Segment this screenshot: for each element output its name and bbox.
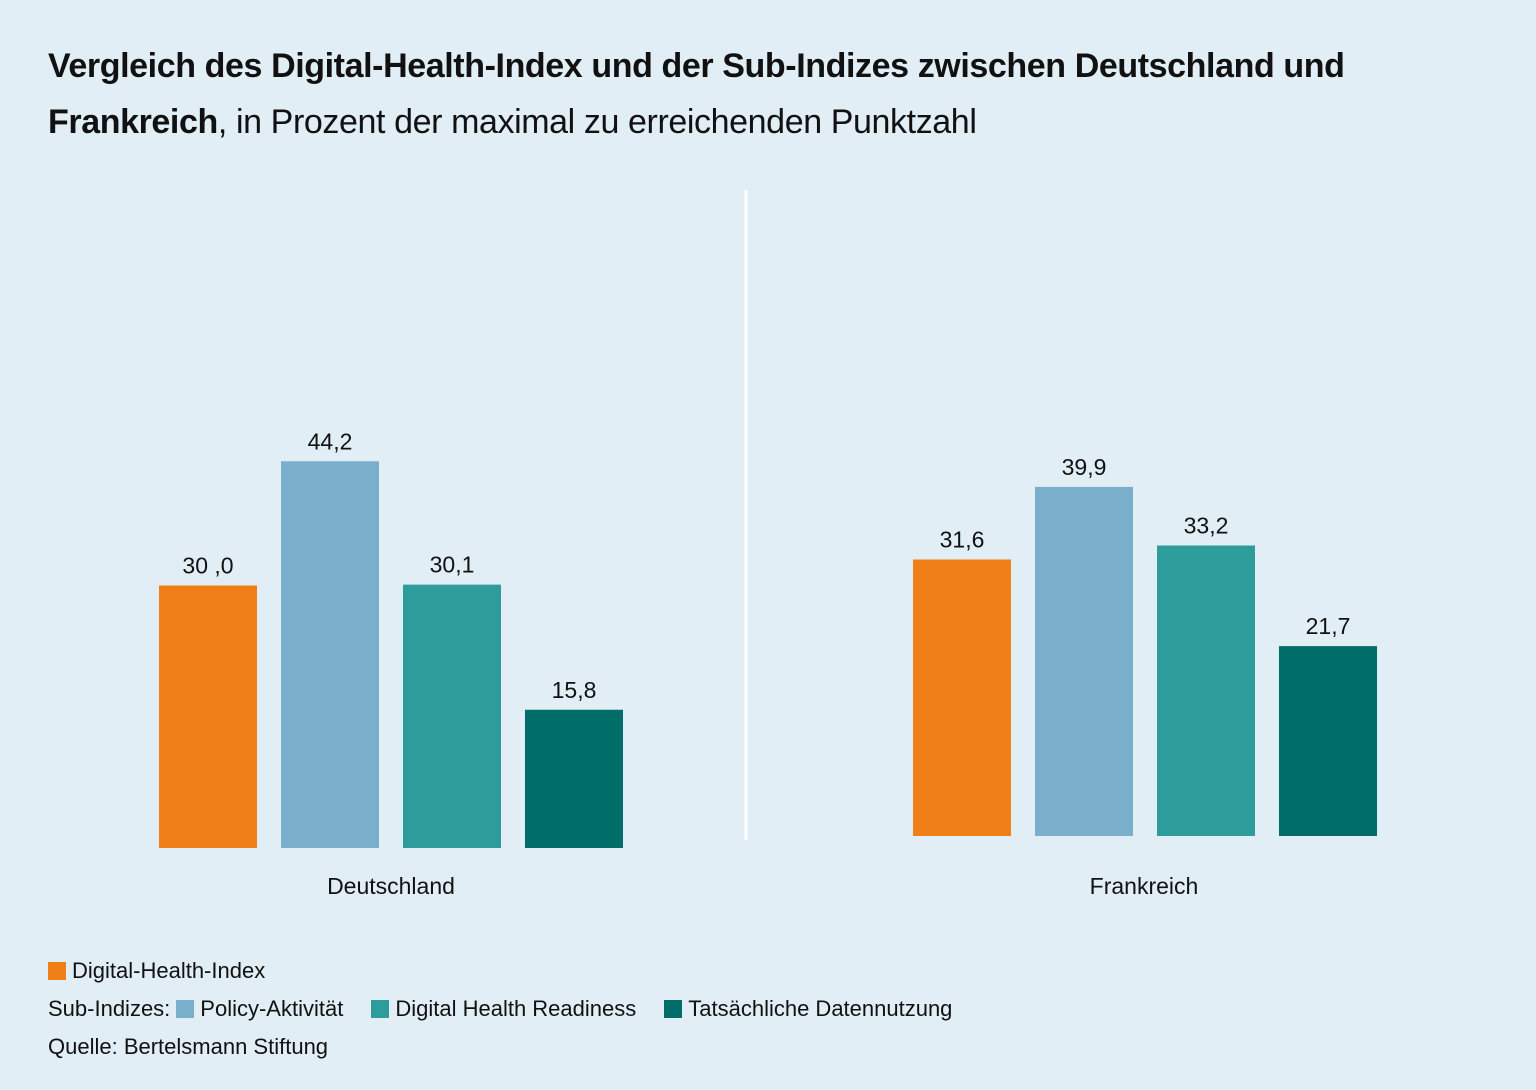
chart-title-bold: Vergleich des Digital-Health-Index und d… (48, 47, 1345, 141)
category-label-frankreich: Frankreich (1090, 873, 1199, 899)
data-label-frankreich-digital-health-index: 31,6 (940, 527, 985, 553)
bar-deutschland-tatsachliche-datennutzung (525, 709, 623, 848)
bar-group-deutschland: 30 ,0 44,2 30,1 15,8 Deutschland (159, 428, 623, 899)
legend-row-main: Digital-Health-Index (48, 952, 980, 990)
bar-chart: 30 ,0 44,2 30,1 15,8 Deutschland 31,6 39,9 33,2… (159, 190, 1377, 899)
legend-item-policy-aktivitaet: Policy-Aktivität (176, 990, 343, 1028)
legend: Digital-Health-Index Sub-Indizes: Policy… (48, 952, 980, 1066)
legend-swatch-tatsaechliche-datennutzung (664, 1000, 683, 1018)
bar-frankreich-tatsachliche-datennutzung (1279, 646, 1377, 836)
bar-frankreich-policy-aktivitat (1035, 486, 1133, 836)
data-label-frankreich-digital-health-readiness: 33,2 (1184, 513, 1229, 539)
legend-item-digital-health-readiness: Digital Health Readiness (371, 990, 636, 1028)
bar-deutschland-digital-health-readiness (403, 584, 501, 848)
bar-deutschland-policy-aktivitat (281, 461, 379, 848)
legend-label: Tatsächliche Datennutzung (688, 996, 953, 1021)
bar-group-frankreich: 31,6 39,9 33,2 21,7 Frankreich (913, 454, 1377, 899)
legend-label: Policy-Aktivität (200, 996, 344, 1021)
source-note: Quelle: Bertelsmann Stiftung (48, 1034, 329, 1059)
data-label-deutschland-policy-aktivitat: 44,2 (308, 428, 353, 454)
source-note-row: Quelle: Bertelsmann Stiftung (48, 1028, 980, 1066)
bar-frankreich-digital-health-readiness (1157, 545, 1255, 836)
data-label-frankreich-policy-aktivitat: 39,9 (1062, 454, 1107, 480)
data-label-deutschland-tatsachliche-datennutzung: 15,8 (552, 677, 597, 703)
legend-sub-prefix: Sub-Indizes: (48, 996, 171, 1021)
chart-title-subtitle: , in Prozent der maximal zu erreichenden… (217, 103, 977, 141)
data-label-deutschland-digital-health-index: 30 ,0 (182, 553, 233, 579)
data-label-frankreich-tatsachliche-datennutzung: 21,7 (1306, 613, 1351, 639)
legend-item-digital-health-index: Digital-Health-Index (48, 952, 265, 990)
legend-swatch-digital-health-readiness (371, 1000, 390, 1018)
legend-swatch-policy-aktivitaet (176, 1000, 195, 1018)
data-label-deutschland-digital-health-readiness: 30,1 (430, 552, 475, 578)
category-label-deutschland: Deutschland (327, 873, 455, 899)
bar-frankreich-digital-health-index (913, 559, 1011, 836)
chart-title: Vergleich des Digital-Health-Index und d… (48, 38, 1488, 150)
legend-item-tatsaechliche-datennutzung: Tatsächliche Datennutzung (664, 990, 952, 1028)
legend-row-sub: Sub-Indizes: Policy-Aktivität Digital He… (48, 990, 980, 1028)
bar-deutschland-digital-health-index (159, 585, 257, 848)
legend-label: Digital-Health-Index (72, 958, 266, 983)
legend-swatch-digital-health-index (48, 962, 66, 980)
legend-label: Digital Health Readiness (395, 996, 637, 1021)
